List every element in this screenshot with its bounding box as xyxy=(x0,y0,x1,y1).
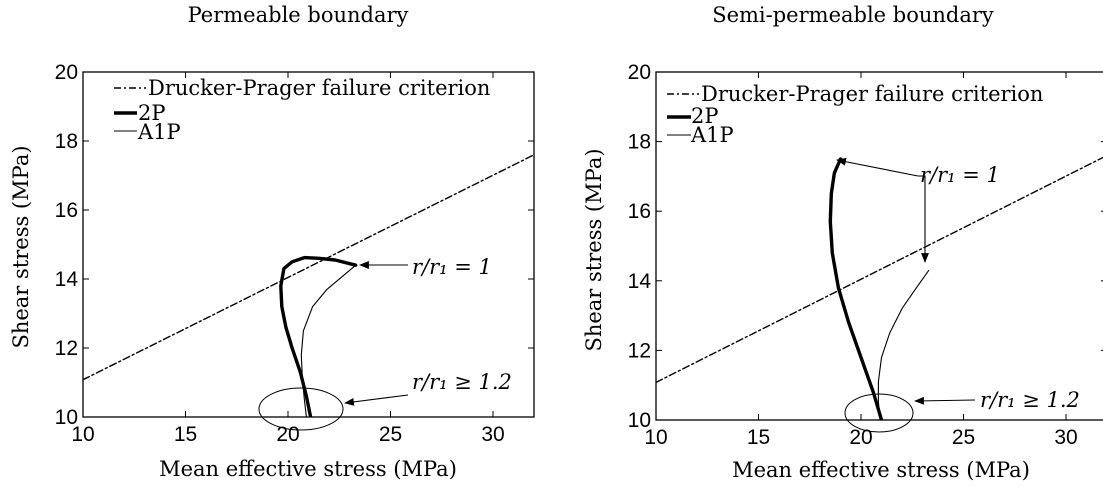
legend-label-a1p: A1P xyxy=(137,120,181,144)
legend-item-drucker-prager: Drucker-Prager failure criterion xyxy=(667,82,1043,106)
series-line-thin xyxy=(300,264,357,417)
y-tick-label: 10 xyxy=(628,409,651,432)
legend-label-a1p: A1P xyxy=(690,123,734,147)
annotation-r-ge-1-2: r/r₁ ≥ 1.2 xyxy=(980,388,1080,412)
legend-item-drucker-prager: Drucker-Prager failure criterion xyxy=(114,76,490,100)
legend-label-2p: 2P xyxy=(691,104,719,128)
left-annotations: r/r₁ = 1 r/r₁ ≥ 1.2 xyxy=(258,255,512,431)
left-x-axis-label: Mean effective stress (MPa) xyxy=(159,457,457,481)
right-plot-content xyxy=(656,156,1103,420)
legend-label-2p: 2P xyxy=(138,101,166,125)
y-tick-label: 18 xyxy=(55,130,78,153)
series-line-thin xyxy=(877,269,930,420)
left-ticks: 10 15 20 25 30 10 12 14 16 18 20 xyxy=(55,61,534,446)
x-tick-label: 15 xyxy=(747,426,770,449)
legend-label-drucker-prager: Drucker-Prager failure criterion xyxy=(701,82,1043,106)
legend-label-drucker-prager: Drucker-Prager failure criterion xyxy=(148,76,490,100)
y-tick-label: 14 xyxy=(628,270,652,293)
right-annotations: r/r₁ = 1 r/r₁ ≥ 1.2 xyxy=(836,157,1080,433)
x-tick-label: 30 xyxy=(1054,426,1077,449)
x-tick-label: 25 xyxy=(379,423,402,446)
x-tick-label: 25 xyxy=(952,426,975,449)
y-tick-label: 20 xyxy=(628,61,651,84)
series-line-dashdot xyxy=(83,154,534,381)
x-tick-label: 30 xyxy=(481,423,504,446)
y-tick-label: 12 xyxy=(628,339,651,362)
left-legend: Drucker-Prager failure criterion 2P A1P xyxy=(114,76,490,144)
annotation-ellipse xyxy=(258,387,344,431)
x-tick-label: 10 xyxy=(71,423,94,446)
series-line-thick xyxy=(828,157,884,420)
left-y-axis-label: Shear stress (MPa) xyxy=(9,145,33,348)
y-tick-label: 18 xyxy=(628,131,651,154)
right-chart-panel: Semi-permeable boundary 10 15 20 25 30 10 12 14… xyxy=(582,3,1103,482)
y-tick-label: 16 xyxy=(55,199,78,222)
left-plot-content xyxy=(83,154,534,417)
left-chart-title: Permeable boundary xyxy=(188,3,409,27)
right-chart-title: Semi-permeable boundary xyxy=(712,3,994,27)
annotation-ellipse xyxy=(844,393,914,433)
right-plot-frame xyxy=(655,71,1103,421)
right-x-axis-label: Mean effective stress (MPa) xyxy=(732,458,1030,482)
right-y-axis-label: Shear stress (MPa) xyxy=(582,148,606,351)
x-tick-label: 20 xyxy=(276,423,299,446)
right-legend: Drucker-Prager failure criterion 2P A1P xyxy=(667,82,1043,147)
x-tick-label: 10 xyxy=(644,426,667,449)
legend-item-a1p: A1P xyxy=(667,123,734,147)
annotation-r-ge-1-2: r/r₁ ≥ 1.2 xyxy=(412,370,512,394)
legend-item-a1p: A1P xyxy=(114,120,181,144)
annotation-arrow-r12 xyxy=(914,396,976,405)
right-ticks: 10 15 20 25 30 10 12 14 16 18 20 xyxy=(628,61,1103,449)
annotation-r-eq-1: r/r₁ = 1 xyxy=(412,255,492,279)
y-tick-label: 10 xyxy=(55,406,78,429)
series-line-thick xyxy=(279,255,358,417)
legend-item-2p: 2P xyxy=(114,101,166,125)
series-line-dashdot xyxy=(656,156,1103,384)
legend-item-2p: 2P xyxy=(667,104,719,128)
annotation-r-eq-1: r/r₁ = 1 xyxy=(920,163,1000,187)
y-tick-label: 14 xyxy=(55,268,79,291)
annotation-arrow-r12 xyxy=(344,394,409,406)
left-chart-panel: Permeable boundary 10 15 20 25 30 10 12 14 16 18 2… xyxy=(9,3,535,481)
y-tick-label: 20 xyxy=(55,61,78,84)
y-tick-label: 16 xyxy=(628,200,651,223)
x-tick-label: 15 xyxy=(174,423,197,446)
annotation-arrow-r1-a xyxy=(836,157,919,177)
annotation-arrow-r1-b xyxy=(918,175,929,263)
y-tick-label: 12 xyxy=(55,337,78,360)
x-tick-label: 20 xyxy=(849,426,872,449)
left-plot-frame xyxy=(82,71,535,418)
